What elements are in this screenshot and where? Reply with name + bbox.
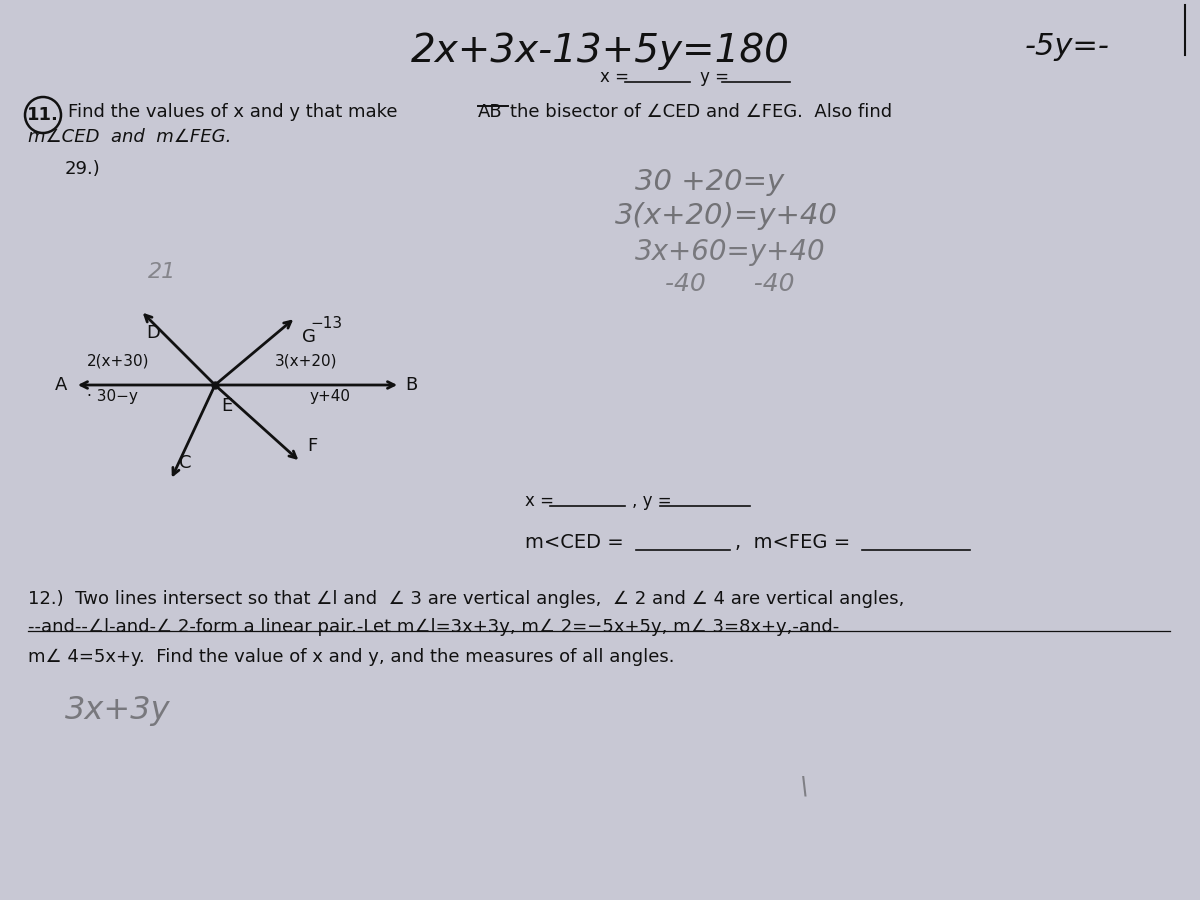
Text: 2(x+30): 2(x+30) (88, 354, 150, 369)
Text: , y =: , y = (632, 492, 672, 510)
Text: the bisector of ∠CED and ∠FEG.  Also find: the bisector of ∠CED and ∠FEG. Also find (510, 103, 892, 121)
Text: x =: x = (600, 68, 629, 86)
Text: 3(x+20): 3(x+20) (275, 354, 337, 369)
Text: --and--∠l-and-∠ 2-form a linear pair.-Let m∠l=3x+3y, m∠ 2=−5x+5y, m∠ 3=8x+y,-and: --and--∠l-and-∠ 2-form a linear pair.-Le… (28, 618, 839, 636)
Text: AB: AB (478, 103, 503, 121)
Text: 2x+3x-13+5y=180: 2x+3x-13+5y=180 (410, 32, 790, 70)
Text: · 30−y: · 30−y (88, 389, 138, 404)
Text: 12.)  Two lines intersect so that ∠l and  ∠ 3 are vertical angles,  ∠ 2 and ∠ 4 : 12.) Two lines intersect so that ∠l and … (28, 590, 905, 608)
Text: 30 +20=y: 30 +20=y (635, 168, 785, 196)
Text: 11.: 11. (28, 106, 59, 124)
Text: m<CED =: m<CED = (526, 533, 624, 552)
Text: B: B (406, 376, 418, 394)
Text: ,  m<FEG =: , m<FEG = (734, 533, 851, 552)
Text: Find the values of x and y that make: Find the values of x and y that make (68, 103, 397, 121)
Text: G: G (302, 328, 317, 346)
Text: m∠ 4=5x+y.  Find the value of x and y, and the measures of all angles.: m∠ 4=5x+y. Find the value of x and y, an… (28, 648, 674, 666)
Text: 21: 21 (148, 262, 176, 282)
Text: x =: x = (526, 492, 554, 510)
Text: C: C (179, 454, 191, 472)
Text: y =: y = (700, 68, 730, 86)
Text: A: A (55, 376, 67, 394)
Text: -40      -40: -40 -40 (665, 272, 794, 296)
Text: F: F (307, 437, 318, 455)
Text: 3x+60=y+40: 3x+60=y+40 (635, 238, 826, 266)
Text: D: D (145, 324, 160, 342)
Text: E: E (221, 397, 233, 415)
Text: 3(x+20)=y+40: 3(x+20)=y+40 (616, 202, 838, 230)
Text: -5y=-: -5y=- (1025, 32, 1110, 61)
Text: \: \ (800, 775, 809, 799)
Text: 3x+3y: 3x+3y (65, 695, 170, 726)
Text: 29.): 29.) (65, 160, 101, 178)
Text: m∠CED  and  m∠FEG.: m∠CED and m∠FEG. (28, 128, 232, 146)
Text: −13: −13 (310, 316, 342, 330)
Text: y+40: y+40 (310, 389, 352, 404)
